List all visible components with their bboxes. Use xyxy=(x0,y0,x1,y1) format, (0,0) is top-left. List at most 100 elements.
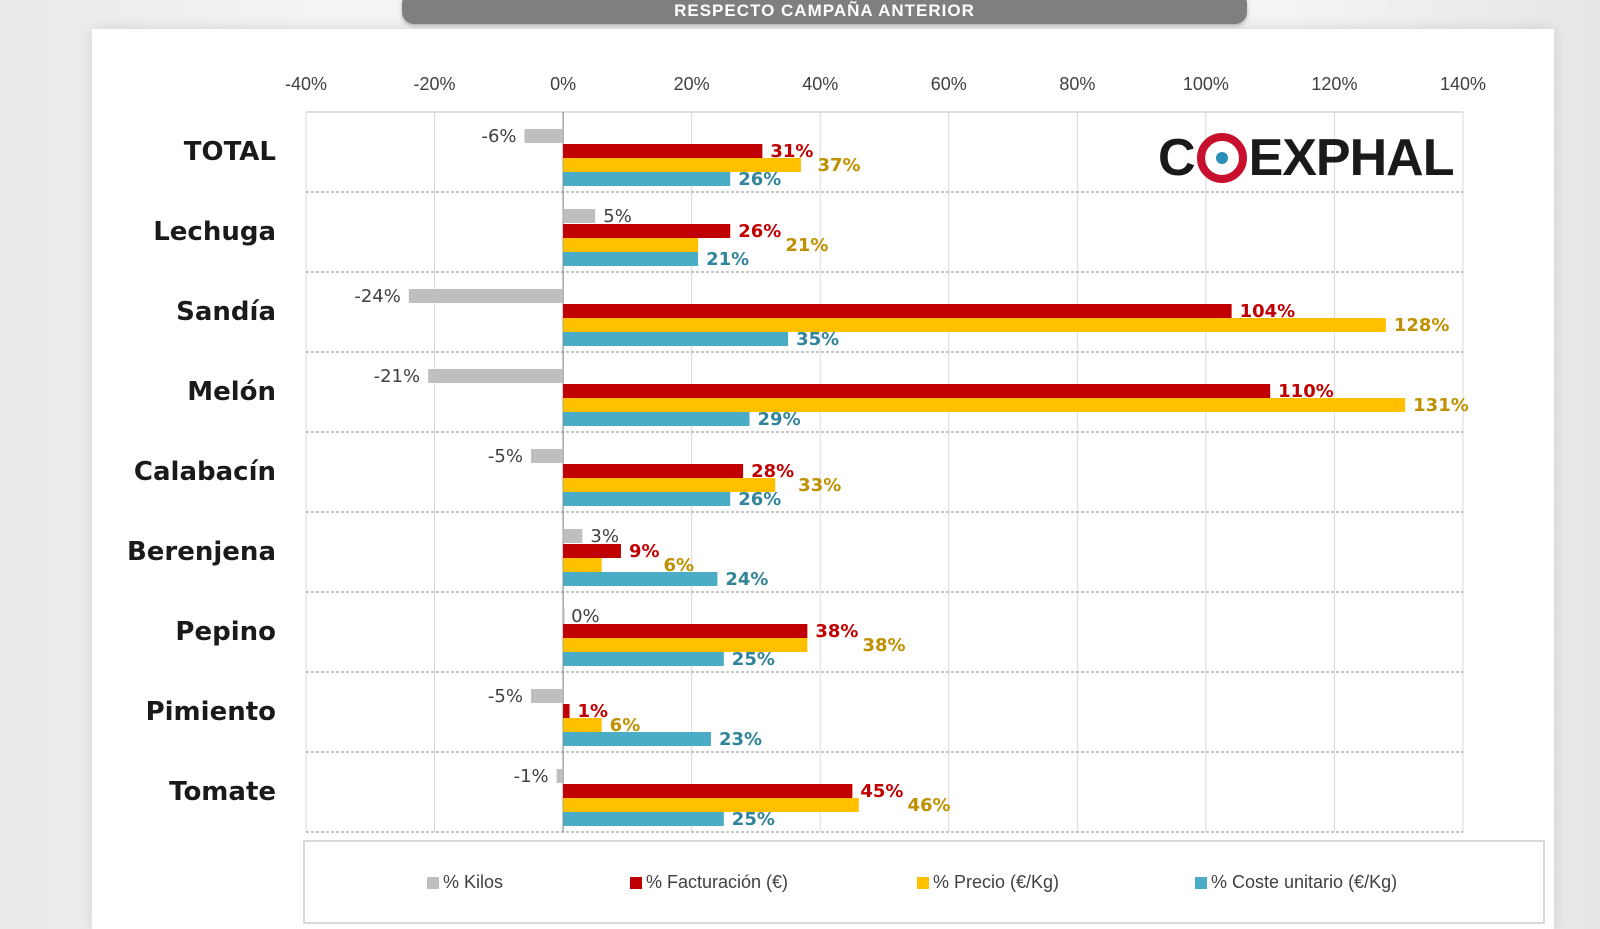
data-label: 37% xyxy=(817,155,860,176)
category-label: TOTAL xyxy=(184,137,276,167)
category-label: Sandía xyxy=(176,297,276,327)
data-label: 24% xyxy=(725,569,768,590)
data-label: 3% xyxy=(590,526,619,547)
legend-item: % Kilos xyxy=(427,872,503,893)
bar-3-Calabacín xyxy=(563,492,731,506)
data-label: 25% xyxy=(732,809,775,830)
data-label: 29% xyxy=(758,409,801,430)
category-label: Lechuga xyxy=(153,217,276,247)
legend-swatch xyxy=(1195,876,1207,889)
category-label: Melón xyxy=(187,377,276,407)
bar-2-Calabacín xyxy=(563,478,776,492)
bar-2-Sandía xyxy=(563,318,1386,332)
bar-0-Tomate xyxy=(556,769,564,783)
category-label: Tomate xyxy=(169,777,276,807)
data-label: 9% xyxy=(629,541,660,562)
bar-0-TOTAL xyxy=(524,129,564,143)
chart-title-banner: RESPECTO CAMPAÑA ANTERIOR xyxy=(402,0,1247,24)
legend-item: % Precio (€/Kg) xyxy=(917,872,1059,893)
category-label: Calabacín xyxy=(134,457,276,487)
data-label: 1% xyxy=(578,701,609,722)
bar-1-Sandía xyxy=(563,304,1232,318)
chart-card xyxy=(92,29,1554,929)
data-label: 5% xyxy=(603,206,632,227)
x-tick-label: 140% xyxy=(1440,74,1486,94)
data-label: 26% xyxy=(738,221,781,242)
data-label: -1% xyxy=(514,766,549,787)
bar-2-TOTAL xyxy=(563,158,801,172)
data-label: 33% xyxy=(798,475,841,496)
data-label: 21% xyxy=(785,235,828,256)
x-tick-label: 120% xyxy=(1311,74,1357,94)
bar-2-Berenjena xyxy=(563,558,602,572)
x-tick-label: 20% xyxy=(674,74,710,94)
data-label: 25% xyxy=(732,649,775,670)
data-label: 104% xyxy=(1240,301,1296,322)
x-tick-label: 80% xyxy=(1059,74,1095,94)
bar-1-Lechuga xyxy=(563,224,731,238)
legend-swatch xyxy=(917,876,929,889)
legend-item: % Coste unitario (€/Kg) xyxy=(1195,872,1397,893)
legend-swatch xyxy=(427,876,439,889)
bar-1-Pepino xyxy=(563,624,808,638)
data-label: -6% xyxy=(481,126,516,147)
logo-o-icon xyxy=(1196,133,1247,183)
bar-1-Pimiento xyxy=(563,704,570,718)
bar-3-Lechuga xyxy=(563,252,699,266)
category-label: Pimiento xyxy=(146,697,276,727)
x-tick-label: 100% xyxy=(1183,74,1229,94)
data-label: -24% xyxy=(354,286,401,307)
data-label: -5% xyxy=(488,446,523,467)
bar-2-Melón xyxy=(563,398,1406,412)
bar-chart: -40% -20% 0% 20% 40% 60% 80% 100% 120% 140% TOTAL L… xyxy=(127,74,1486,833)
data-label: 38% xyxy=(815,621,858,642)
data-label: 31% xyxy=(770,141,813,162)
bar-1-TOTAL xyxy=(563,144,763,158)
data-label: 0% xyxy=(571,606,600,627)
data-label: -5% xyxy=(488,686,523,707)
data-label: 6% xyxy=(610,715,641,736)
x-tick-label: 40% xyxy=(802,74,838,94)
data-label: 45% xyxy=(860,781,903,802)
category-label: Berenjena xyxy=(127,537,276,567)
bar-0-Lechuga xyxy=(563,209,596,223)
data-label: -21% xyxy=(374,366,421,387)
legend-label: % Kilos xyxy=(443,872,504,892)
bar-3-Tomate xyxy=(563,812,724,826)
x-tick-label: 60% xyxy=(931,74,967,94)
data-label: 38% xyxy=(862,635,905,656)
x-tick-label: -40% xyxy=(285,74,327,94)
bar-0-Calabacín xyxy=(530,449,564,463)
bar-0-Melón xyxy=(428,369,564,383)
chart-legend: % Kilos % Facturación (€) % Precio (€/Kg)%… xyxy=(303,840,1545,924)
bar-0-Pepino xyxy=(563,609,565,623)
x-tick-label: -20% xyxy=(414,74,456,94)
bar-3-Melón xyxy=(563,412,750,426)
data-label: 6% xyxy=(664,555,695,576)
data-label: 35% xyxy=(796,329,839,350)
bar-0-Pimiento xyxy=(530,689,564,703)
bar-1-Berenjena xyxy=(563,544,621,558)
data-label: 46% xyxy=(907,795,950,816)
data-label: 26% xyxy=(738,489,781,510)
bar-2-Tomate xyxy=(563,798,859,812)
data-label: 128% xyxy=(1394,315,1450,336)
bar-2-Pimiento xyxy=(563,718,602,732)
bar-1-Calabacín xyxy=(563,464,744,478)
bar-1-Melón xyxy=(563,384,1271,398)
legend-item: % Facturación (€) xyxy=(630,872,788,893)
coexphal-logo: C EXPHAL xyxy=(1158,129,1454,187)
bar-1-Tomate xyxy=(563,784,853,798)
bar-2-Lechuga xyxy=(563,238,699,252)
x-tick-label: 0% xyxy=(550,74,576,94)
legend-label: % Coste unitario (€/Kg) xyxy=(1211,872,1398,892)
bar-3-TOTAL xyxy=(563,172,731,186)
category-label: Pepino xyxy=(175,617,276,647)
legend-swatch xyxy=(630,876,642,889)
data-label: 110% xyxy=(1278,381,1334,402)
banner-text: RESPECTO CAMPAÑA ANTERIOR xyxy=(674,1,975,20)
bar-2-Pepino xyxy=(563,638,808,652)
bar-0-Sandía xyxy=(408,289,564,303)
data-label: 23% xyxy=(719,729,762,750)
bar-0-Berenjena xyxy=(563,529,583,543)
